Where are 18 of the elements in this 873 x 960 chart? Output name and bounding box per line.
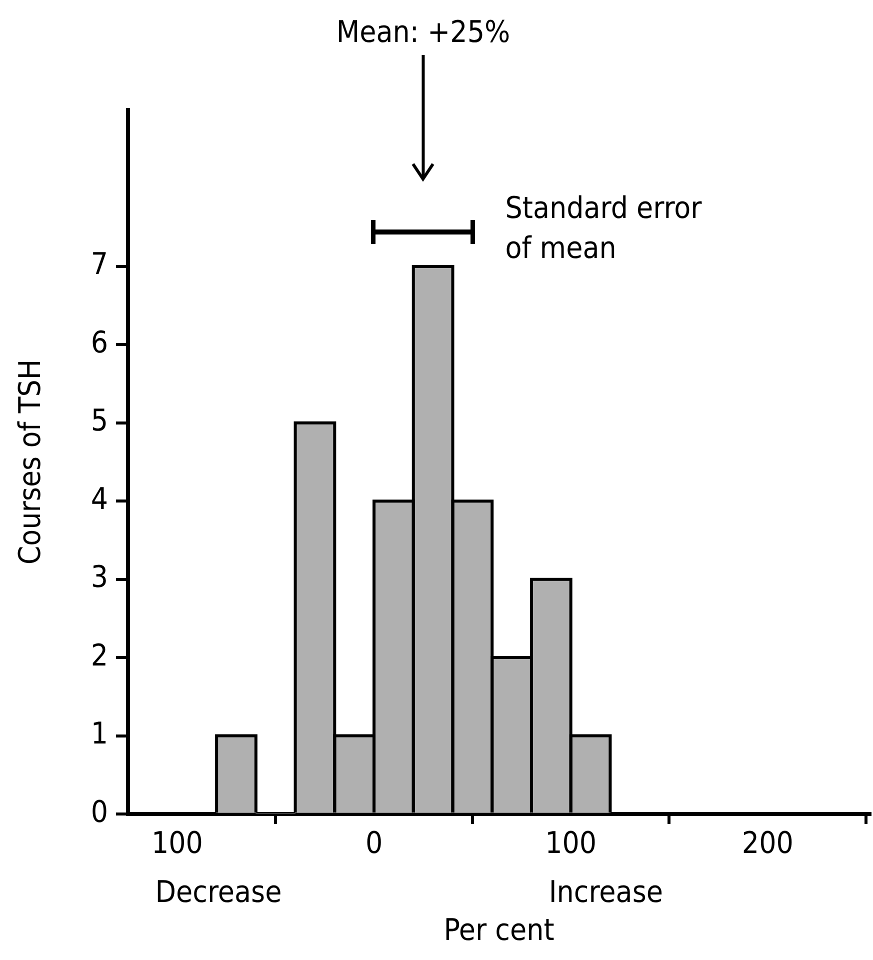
y-tick-label: 1 bbox=[90, 716, 108, 752]
y-tick-label: 5 bbox=[90, 404, 108, 439]
y-tick-label: 7 bbox=[90, 247, 108, 282]
text: Increase bbox=[548, 875, 663, 910]
x-tick-label: 100 bbox=[151, 826, 203, 861]
annotation: Standard error of mean bbox=[505, 190, 703, 266]
text: Decrease bbox=[155, 875, 282, 910]
y-tick-label: 0 bbox=[90, 794, 108, 830]
y-tick-label: 6 bbox=[90, 325, 108, 360]
y-tick-label: 2 bbox=[90, 638, 108, 674]
x-tick-label: 0 bbox=[365, 826, 383, 861]
x-axis-title: Per cent bbox=[444, 912, 554, 948]
y-tick-label: 4 bbox=[90, 482, 108, 517]
x-tick-label: 100 bbox=[545, 826, 597, 861]
ref-line-label: Mean: +25% bbox=[336, 15, 510, 50]
y-tick-label: 3 bbox=[90, 560, 108, 596]
y-axis-title: Courses of TSH bbox=[12, 359, 48, 565]
x-tick-label: 200 bbox=[742, 826, 794, 861]
